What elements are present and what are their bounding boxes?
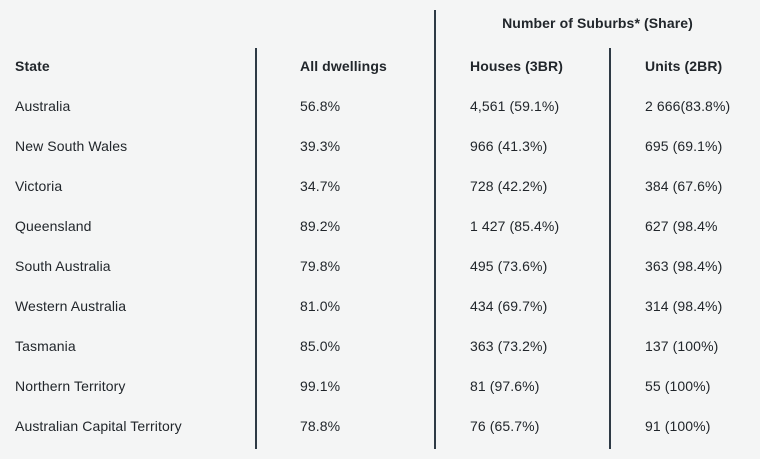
column-header-houses: Houses (3BR) bbox=[470, 58, 563, 74]
houses-cell: 434 (69.7%) bbox=[470, 298, 548, 314]
column-header-state: State bbox=[15, 58, 50, 74]
units-cell: 363 (98.4%) bbox=[645, 258, 723, 274]
all-dwellings-cell: 99.1% bbox=[300, 378, 341, 394]
units-cell: 91 (100%) bbox=[645, 418, 711, 434]
column-header-row: State All dwellings Houses (3BR) Units (… bbox=[0, 46, 760, 86]
all-dwellings-cell: 56.8% bbox=[300, 98, 341, 114]
column-header-all-dwellings: All dwellings bbox=[300, 58, 387, 74]
state-cell: Victoria bbox=[15, 178, 63, 194]
houses-cell: 495 (73.6%) bbox=[470, 258, 548, 274]
table-row: Queensland 89.2% 1 427 (85.4%) 627 (98.4… bbox=[0, 206, 760, 246]
all-dwellings-cell: 81.0% bbox=[300, 298, 341, 314]
state-cell: South Australia bbox=[15, 258, 111, 274]
all-dwellings-cell: 79.8% bbox=[300, 258, 341, 274]
column-divider-dwellings bbox=[434, 10, 436, 449]
state-cell: Australia bbox=[15, 98, 71, 114]
table-row: Western Australia 81.0% 434 (69.7%) 314 … bbox=[0, 286, 760, 326]
all-dwellings-cell: 89.2% bbox=[300, 218, 341, 234]
houses-cell: 76 (65.7%) bbox=[470, 418, 540, 434]
state-cell: New South Wales bbox=[15, 138, 128, 154]
houses-cell: 728 (42.2%) bbox=[470, 178, 548, 194]
column-header-units: Units (2BR) bbox=[645, 58, 723, 74]
state-cell: Western Australia bbox=[15, 298, 127, 314]
all-dwellings-cell: 34.7% bbox=[300, 178, 341, 194]
all-dwellings-cell: 78.8% bbox=[300, 418, 341, 434]
column-divider-houses bbox=[609, 48, 611, 449]
units-cell: 137 (100%) bbox=[645, 338, 719, 354]
units-cell: 55 (100%) bbox=[645, 378, 711, 394]
table-row: South Australia 79.8% 495 (73.6%) 363 (9… bbox=[0, 246, 760, 286]
state-cell: Northern Territory bbox=[15, 378, 126, 394]
span-header-row: Number of Suburbs* (Share) bbox=[0, 0, 760, 46]
state-cell: Tasmania bbox=[15, 338, 76, 354]
suburbs-share-header: Number of Suburbs* (Share) bbox=[502, 15, 693, 31]
units-cell: 314 (98.4%) bbox=[645, 298, 723, 314]
houses-cell: 4,561 (59.1%) bbox=[470, 98, 560, 114]
table-row: Victoria 34.7% 728 (42.2%) 384 (67.6%) bbox=[0, 166, 760, 206]
houses-cell: 363 (73.2%) bbox=[470, 338, 548, 354]
all-dwellings-cell: 85.0% bbox=[300, 338, 341, 354]
table-row: Tasmania 85.0% 363 (73.2%) 137 (100%) bbox=[0, 326, 760, 366]
state-cell: Queensland bbox=[15, 218, 92, 234]
houses-cell: 81 (97.6%) bbox=[470, 378, 540, 394]
units-cell: 695 (69.1%) bbox=[645, 138, 723, 154]
units-cell: 627 (98.4% bbox=[645, 218, 718, 234]
table-row: New South Wales 39.3% 966 (41.3%) 695 (6… bbox=[0, 126, 760, 166]
table-row: Australia 56.8% 4,561 (59.1%) 2 666(83.8… bbox=[0, 86, 760, 126]
state-cell: Australian Capital Territory bbox=[15, 418, 182, 434]
all-dwellings-cell: 39.3% bbox=[300, 138, 341, 154]
table-row: Northern Territory 99.1% 81 (97.6%) 55 (… bbox=[0, 366, 760, 406]
units-cell: 2 666(83.8%) bbox=[645, 98, 731, 114]
column-divider-state bbox=[255, 48, 257, 449]
houses-cell: 966 (41.3%) bbox=[470, 138, 548, 154]
table-row: Australian Capital Territory 78.8% 76 (6… bbox=[0, 406, 760, 446]
units-cell: 384 (67.6%) bbox=[645, 178, 723, 194]
houses-cell: 1 427 (85.4%) bbox=[470, 218, 560, 234]
